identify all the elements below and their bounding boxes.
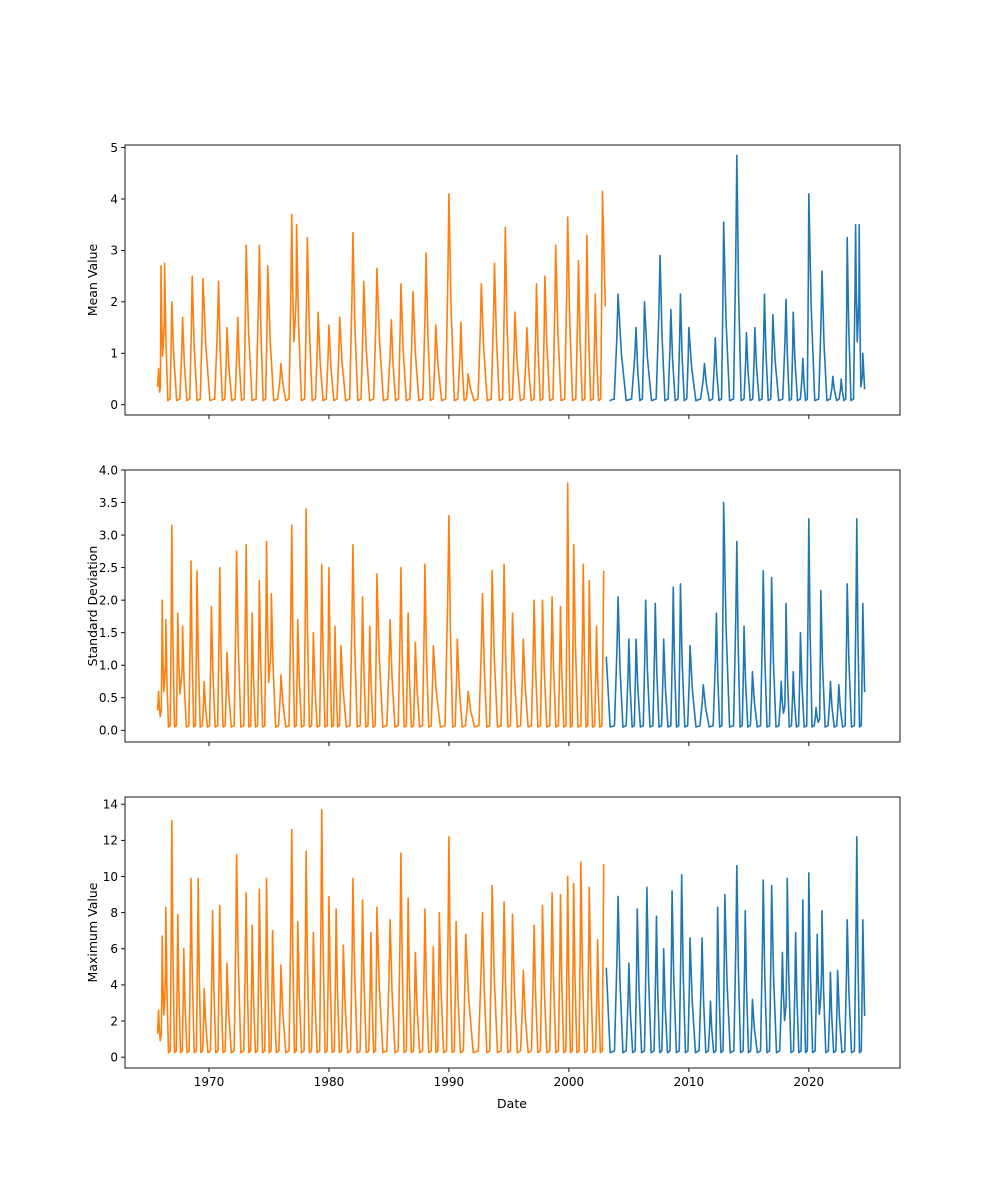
plot-frame bbox=[124, 144, 901, 416]
y-axis-label: Standard Deviation bbox=[85, 546, 100, 667]
x-tick-label: 1990 bbox=[434, 1075, 465, 1089]
panel-1: 0 1 2 3 4 5 Mean Value bbox=[85, 141, 901, 419]
y-tick-label: 3.0 bbox=[99, 528, 118, 542]
series-line-historical bbox=[156, 190, 607, 402]
panel-2: 0.0 0.5 1.0 1.5 2.0 2.5 3.0 3.5 4.0 Standard Devi… bbox=[85, 463, 901, 746]
y-tick-label: 14 bbox=[103, 798, 118, 812]
y-tick-label: 10 bbox=[103, 870, 118, 884]
y-tick-label: 3 bbox=[110, 244, 118, 258]
y-tick-label: 3.5 bbox=[99, 496, 118, 510]
x-tick-label: 2000 bbox=[554, 1075, 585, 1089]
x-tick-label: 1970 bbox=[194, 1075, 225, 1089]
y-tick-label: 4.0 bbox=[99, 463, 118, 477]
y-tick-label: 1.5 bbox=[99, 626, 118, 640]
y-tick-label: 2 bbox=[110, 295, 118, 309]
x-axis-label: Date bbox=[497, 1096, 527, 1111]
y-tick-label: 2.5 bbox=[99, 561, 118, 575]
x-tick-label: 2020 bbox=[794, 1075, 825, 1089]
y-tick-label: 0 bbox=[110, 398, 118, 412]
series-line-historical bbox=[156, 808, 605, 1054]
plot-frame bbox=[124, 796, 901, 1069]
y-tick-label: 1 bbox=[110, 347, 118, 361]
panel-3: 0 2 4 6 8 10 12 14 1970 1980 1990 2000 2010 2020 Maxim… bbox=[85, 796, 901, 1089]
y-axis-label: Maximum Value bbox=[85, 882, 100, 982]
y-tick-label: 1.0 bbox=[99, 659, 118, 673]
y-tick-label: 8 bbox=[110, 906, 118, 920]
y-axis-label: Mean Value bbox=[85, 244, 100, 317]
series-line-recent bbox=[605, 501, 866, 728]
y-tick-label: 4 bbox=[110, 978, 118, 992]
series-line-historical bbox=[156, 482, 605, 728]
y-tick-label: 6 bbox=[110, 942, 118, 956]
x-tick-label: 1980 bbox=[314, 1075, 345, 1089]
y-tick-label: 2.0 bbox=[99, 593, 118, 607]
y-tick-label: 12 bbox=[103, 834, 118, 848]
y-tick-label: 0.5 bbox=[99, 691, 118, 705]
y-tick-label: 4 bbox=[110, 192, 118, 206]
y-tick-label: 2 bbox=[110, 1014, 118, 1028]
series-line-recent bbox=[605, 835, 866, 1054]
y-tick-label: 5 bbox=[110, 141, 118, 155]
plot-frame bbox=[124, 469, 901, 743]
series-line-recent bbox=[609, 154, 866, 402]
x-tick-label: 2010 bbox=[674, 1075, 705, 1089]
y-tick-label: 0.0 bbox=[99, 724, 118, 738]
y-tick-label: 0 bbox=[110, 1050, 118, 1064]
